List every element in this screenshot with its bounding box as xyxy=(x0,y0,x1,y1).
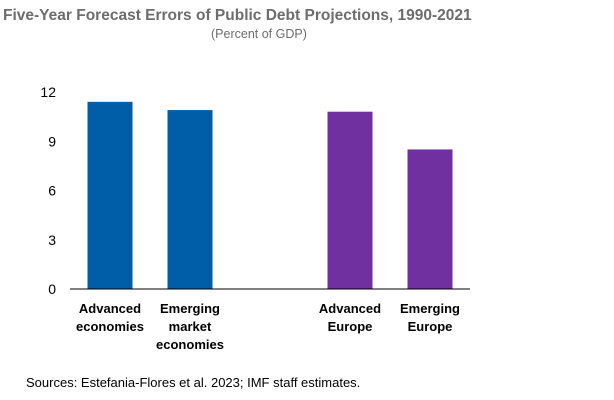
x-category-label-line: market xyxy=(169,319,212,334)
x-category-label-line: Emerging xyxy=(160,301,220,316)
page-subtitle: (Percent of GDP) xyxy=(211,27,307,41)
y-tick-label: 9 xyxy=(48,133,56,149)
y-axis-ticks: 0 3 6 9 12 xyxy=(40,84,56,297)
page-title: Five-Year Forecast Errors of Public Debt… xyxy=(3,7,472,24)
x-category-label-line: economies xyxy=(76,319,144,334)
bar-emerging-europe xyxy=(407,149,453,289)
x-category-label-line: Advanced xyxy=(79,301,141,316)
x-category-label: Advanced economies xyxy=(76,301,144,334)
x-axis-labels: Advanced economies Emerging market economies… xyxy=(76,301,460,352)
y-tick-label: 3 xyxy=(48,232,56,248)
bar-emerging-market-economies xyxy=(167,110,213,289)
x-category-label-line: Emerging xyxy=(400,301,460,316)
source-note: Sources: Estefania-Flores et al. 2023; I… xyxy=(26,375,361,390)
x-category-label-line: Advanced xyxy=(319,301,381,316)
x-category-label-line: Europe xyxy=(328,319,373,334)
x-category-label: Emerging market economies xyxy=(156,301,224,352)
y-tick-label: 12 xyxy=(40,84,56,100)
x-category-label-line: economies xyxy=(156,337,224,352)
x-category-label: Advanced Europe xyxy=(319,301,381,334)
bars xyxy=(87,101,453,289)
y-tick-label: 0 xyxy=(48,281,56,297)
bar-advanced-europe xyxy=(327,111,373,289)
x-category-label: Emerging Europe xyxy=(400,301,460,334)
y-tick-label: 6 xyxy=(48,183,56,199)
bar-advanced-economies xyxy=(87,101,133,289)
x-category-label-line: Europe xyxy=(408,319,453,334)
